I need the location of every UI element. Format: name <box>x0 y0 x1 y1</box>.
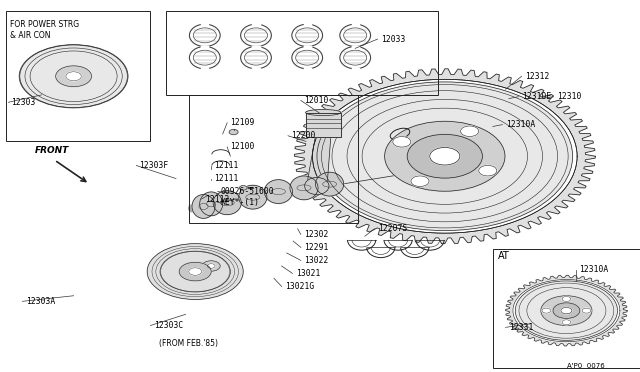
Ellipse shape <box>264 180 292 203</box>
Text: 13021G: 13021G <box>285 282 314 291</box>
Circle shape <box>385 121 505 191</box>
Text: 12310: 12310 <box>557 92 581 101</box>
Circle shape <box>179 262 211 281</box>
Bar <box>166 11 438 95</box>
Polygon shape <box>513 279 620 342</box>
Text: 12310A: 12310A <box>579 265 609 274</box>
Ellipse shape <box>239 185 267 209</box>
Text: A'P0  0076: A'P0 0076 <box>567 363 604 369</box>
Circle shape <box>393 137 411 147</box>
Text: 12291: 12291 <box>304 243 328 252</box>
Text: AT: AT <box>498 251 509 261</box>
Polygon shape <box>312 79 577 233</box>
Text: 00926-51600: 00926-51600 <box>221 187 275 196</box>
Text: (FROM FEB.'85): (FROM FEB.'85) <box>159 339 218 347</box>
Text: 12010: 12010 <box>304 96 328 105</box>
Ellipse shape <box>200 192 223 216</box>
Text: 12207S: 12207S <box>378 224 407 233</box>
Text: 12303C: 12303C <box>154 321 183 330</box>
Ellipse shape <box>305 177 329 195</box>
Circle shape <box>19 45 128 108</box>
Text: 12310E: 12310E <box>522 92 551 101</box>
Circle shape <box>66 72 81 81</box>
Circle shape <box>56 66 92 87</box>
Circle shape <box>202 261 220 271</box>
Circle shape <box>411 176 429 186</box>
Circle shape <box>317 82 573 231</box>
Bar <box>189 95 358 223</box>
Text: 12331: 12331 <box>509 323 533 332</box>
Text: 13022: 13022 <box>304 256 328 265</box>
Polygon shape <box>294 69 595 244</box>
Text: 12111: 12111 <box>214 174 239 183</box>
Circle shape <box>461 126 479 137</box>
Circle shape <box>479 166 497 176</box>
Text: 12200: 12200 <box>291 131 316 140</box>
Circle shape <box>542 308 550 313</box>
Circle shape <box>407 134 483 178</box>
Text: 13021: 13021 <box>296 269 320 278</box>
Circle shape <box>207 264 215 268</box>
Circle shape <box>239 186 247 190</box>
Text: 12303A: 12303A <box>26 297 55 306</box>
Text: 12310A: 12310A <box>506 120 535 129</box>
Bar <box>6 11 150 141</box>
Circle shape <box>515 281 618 340</box>
Circle shape <box>189 268 202 275</box>
Text: 12112: 12112 <box>205 195 229 203</box>
Text: KEY*-(1): KEY*-(1) <box>221 198 260 207</box>
Ellipse shape <box>306 109 341 116</box>
Bar <box>306 112 340 137</box>
Circle shape <box>147 244 243 299</box>
Bar <box>493 249 640 368</box>
Text: FRONT: FRONT <box>35 146 70 155</box>
Text: 12303: 12303 <box>12 98 36 107</box>
Ellipse shape <box>213 191 241 215</box>
Text: 12033: 12033 <box>381 35 405 44</box>
Text: 12100: 12100 <box>230 142 255 151</box>
Circle shape <box>562 296 571 301</box>
Bar <box>306 112 340 137</box>
Polygon shape <box>506 275 627 346</box>
Polygon shape <box>307 136 331 186</box>
Text: 12111: 12111 <box>214 161 239 170</box>
Circle shape <box>541 296 592 326</box>
Circle shape <box>582 308 591 313</box>
Text: 12312: 12312 <box>525 72 549 81</box>
Circle shape <box>430 147 460 165</box>
Text: 12303F: 12303F <box>140 161 169 170</box>
Ellipse shape <box>316 172 344 196</box>
Ellipse shape <box>192 195 215 218</box>
Circle shape <box>229 129 238 135</box>
Ellipse shape <box>290 176 318 200</box>
Text: 12302: 12302 <box>304 230 328 239</box>
Circle shape <box>561 307 572 314</box>
Circle shape <box>553 303 580 318</box>
Ellipse shape <box>316 129 330 137</box>
Circle shape <box>562 320 571 325</box>
Text: FOR POWER STRG
& AIR CON: FOR POWER STRG & AIR CON <box>10 20 79 40</box>
Text: 12109: 12109 <box>230 118 255 127</box>
